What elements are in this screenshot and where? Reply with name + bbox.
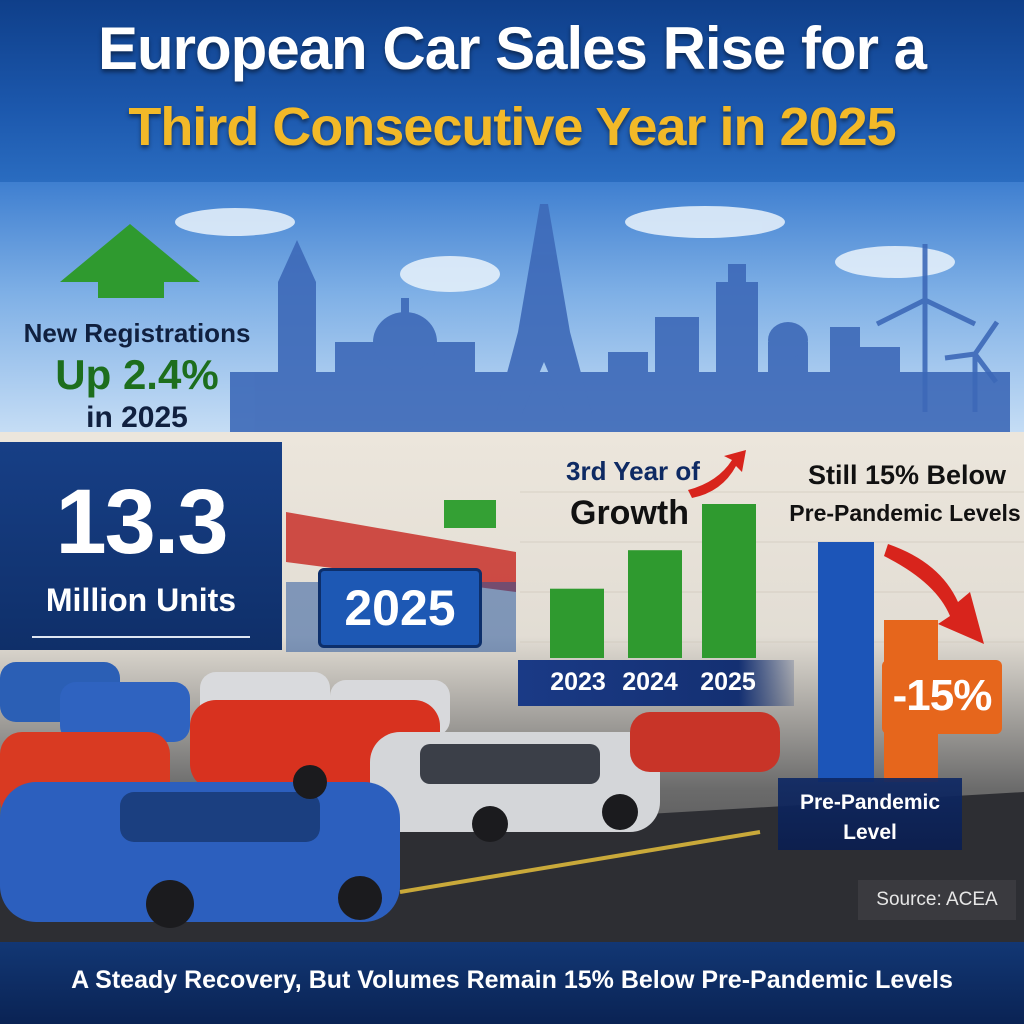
wind-turbine-icon <box>875 244 1000 412</box>
pre-pandemic-label: Pre-Pandemic Level <box>778 778 962 850</box>
car-lot <box>0 662 780 928</box>
growth-bar-2025 <box>702 504 756 658</box>
below-label-line-2: Pre-Pandemic Levels <box>789 500 1021 526</box>
registrations-callout: New Registrations Up 2.4% in 2025 <box>22 318 252 435</box>
registrations-label: New Registrations <box>23 318 251 348</box>
down-arrow-icon <box>884 544 984 644</box>
skyline-illustration <box>60 204 1010 432</box>
growth-label-line-1: 3rd Year of <box>566 456 700 486</box>
year-tick-2025: 2025 <box>700 668 756 696</box>
registrations-change: Up 2.4% <box>55 351 219 398</box>
title-line-2: Third Consecutive Year in 2025 <box>128 97 896 157</box>
up-arrow-icon <box>60 224 200 298</box>
below-label-line-1: Still 15% Below <box>807 460 1007 490</box>
units-label: Million Units <box>45 582 237 618</box>
title-line-1: European Car Sales Rise for a <box>98 15 927 82</box>
registrations-year: in 2025 <box>86 401 188 434</box>
footer-text: A Steady Recovery, But Volumes Remain 15… <box>71 966 953 994</box>
growth-bar-2024 <box>628 550 682 658</box>
year-tick-2023: 2023 <box>550 668 606 696</box>
year-tick-2024: 2024 <box>622 668 678 696</box>
year-axis-band <box>518 660 794 706</box>
percent-below-badge: -15% <box>882 660 1002 734</box>
source-label: Source: ACEA <box>858 880 1016 920</box>
skyline-panel <box>0 182 1024 432</box>
units-divider <box>32 636 250 638</box>
year-badge: 2025 <box>318 568 482 648</box>
units-panel <box>0 442 282 650</box>
growth-bar-2023 <box>550 588 604 658</box>
growth-label-line-2: Growth <box>570 494 689 532</box>
units-value: 13.3 <box>55 471 228 573</box>
trend-arrow-icon <box>688 450 746 498</box>
pre-pandemic-bar <box>818 542 874 782</box>
header-banner <box>0 0 1024 182</box>
footer-banner <box>0 942 1024 1024</box>
